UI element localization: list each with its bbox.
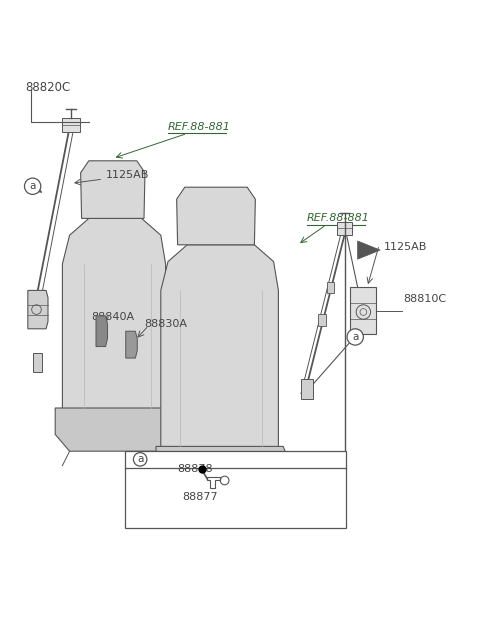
Text: 88878: 88878 — [178, 464, 213, 474]
Bar — [125, 451, 346, 528]
Circle shape — [133, 452, 147, 466]
Polygon shape — [161, 245, 278, 468]
Polygon shape — [62, 218, 166, 429]
Polygon shape — [156, 446, 293, 490]
Polygon shape — [177, 187, 255, 245]
Polygon shape — [81, 161, 145, 218]
Text: REF.88-881: REF.88-881 — [168, 122, 231, 132]
Polygon shape — [96, 316, 108, 346]
Polygon shape — [55, 408, 180, 451]
Text: a: a — [137, 454, 144, 464]
Text: a: a — [352, 332, 359, 342]
Polygon shape — [28, 290, 48, 329]
Text: 1125AB: 1125AB — [384, 242, 427, 252]
Polygon shape — [301, 379, 313, 399]
Polygon shape — [33, 353, 42, 372]
Polygon shape — [337, 222, 352, 235]
Polygon shape — [62, 118, 80, 132]
Text: 1125AB: 1125AB — [106, 170, 149, 180]
Text: 88840A: 88840A — [91, 312, 134, 322]
Text: 88830A: 88830A — [144, 319, 187, 329]
Text: REF.88-881: REF.88-881 — [307, 213, 370, 223]
Text: a: a — [29, 181, 36, 191]
Circle shape — [347, 329, 363, 345]
Polygon shape — [350, 287, 376, 334]
Circle shape — [24, 178, 41, 195]
Polygon shape — [126, 331, 137, 358]
Polygon shape — [318, 314, 326, 326]
Text: 88877: 88877 — [182, 492, 218, 502]
Text: 88820C: 88820C — [25, 80, 71, 94]
Text: 88810C: 88810C — [403, 293, 446, 303]
Polygon shape — [358, 241, 380, 259]
Polygon shape — [326, 282, 334, 293]
